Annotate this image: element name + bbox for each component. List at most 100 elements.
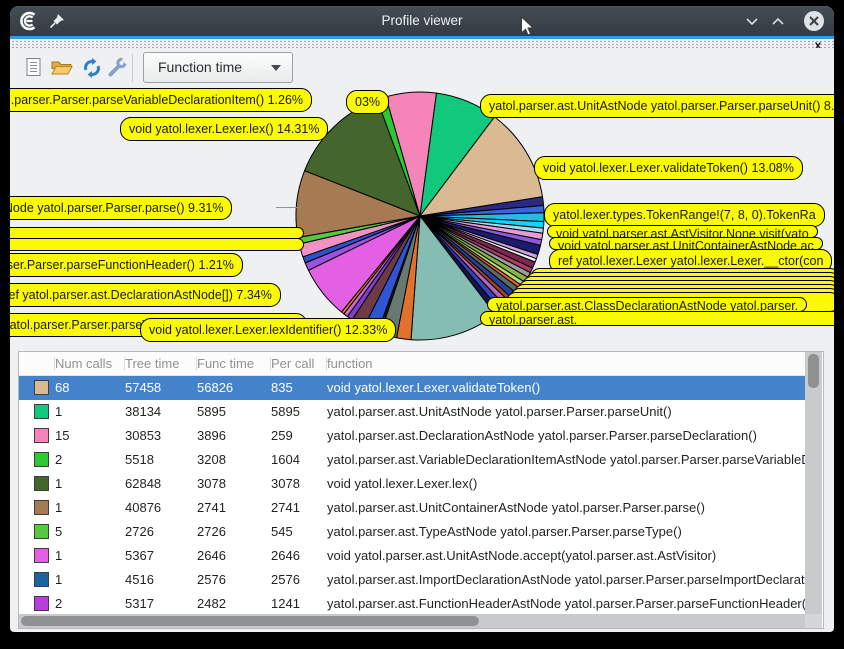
table-cell: 2741 (197, 500, 226, 515)
view-mode-combobox[interactable]: Function time (143, 52, 293, 83)
refresh-icon[interactable] (80, 56, 104, 80)
pie-slice[interactable] (419, 116, 543, 217)
table-cell: yatol.parser.ast.FunctionHeaderAstNode y… (327, 596, 805, 611)
table-cell: void yatol.lexer.Lexer.lex() (327, 476, 478, 491)
table-cell: 259 (271, 428, 293, 443)
pie-callout-label: inerAstNode yatol.parser.Parser.parse() … (10, 196, 233, 220)
pie-callout-label: atol.parser.Parser.parseFunctionHeader()… (10, 253, 243, 277)
callout-leader-line (460, 105, 474, 106)
vertical-scrollbar[interactable] (805, 352, 822, 616)
table-cell: 3208 (197, 452, 226, 467)
app-logo-icon (18, 10, 40, 37)
row-color-swatch (34, 572, 49, 587)
table-row[interactable]: 1 5367 2646 2646 void yatol.parser.ast.UnitA… (19, 544, 805, 568)
chevron-down-icon (271, 65, 281, 71)
column-header-num-calls[interactable]: Num calls (55, 352, 125, 375)
toolbar: Function time (10, 48, 834, 88)
table-cell: yatol.parser.ast.UnitAstNode yatol.parse… (327, 404, 672, 419)
column-header-function[interactable]: function (327, 356, 373, 371)
pie-callout-label: yatol.lexer.types.TokenRange!(7, 8, 0).T… (544, 203, 825, 227)
callout-leader-line (276, 207, 300, 208)
table-cell: 1604 (271, 452, 300, 467)
column-header-swatch[interactable] (19, 352, 55, 375)
pie-callout-label (10, 238, 304, 251)
table-cell: 1 (55, 476, 63, 491)
row-color-swatch (34, 380, 49, 395)
table-cell: 2726 (125, 524, 154, 539)
mouse-cursor (520, 15, 536, 43)
pie-callout-label: yatol.parser.ast.ClassDeclarationAstNode… (487, 297, 808, 312)
minimize-button[interactable] (742, 12, 762, 30)
table-cell: void yatol.parser.ast.UnitAstNode.accept… (327, 548, 717, 563)
table-cell: 1 (55, 404, 63, 419)
table-cell: 2576 (271, 572, 300, 587)
table-cell: 2646 (197, 548, 226, 563)
table-cell: 56826 (197, 380, 234, 395)
pie-callout-label: ns(ref yatol.parser.ast.DeclarationAstNo… (10, 283, 281, 307)
table-cell: yatol.parser.ast.VariableDeclarationItem… (327, 452, 805, 467)
dock-close-icon[interactable]: x (814, 38, 822, 52)
table-cell: 1 (55, 572, 63, 587)
row-color-swatch (34, 596, 49, 611)
table-cell: 57458 (125, 380, 162, 395)
table-row[interactable]: 2 5518 3208 1604 yatol.parser.ast.VariableDe… (19, 448, 805, 472)
table-cell: 2 (55, 596, 63, 611)
table-row[interactable]: 15 30853 3896 259 yatol.parser.ast.Declarati… (19, 424, 805, 448)
pie-callout-label: void yatol.lexer.Lexer.lexIdentifier() 1… (140, 318, 397, 342)
pin-icon[interactable] (48, 12, 66, 35)
table-row[interactable]: 5 2726 2726 545 yatol.parser.ast.TypeAstNode… (19, 520, 805, 544)
scrollbar-corner (805, 614, 822, 628)
titlebar-accent-line (10, 36, 834, 39)
row-color-swatch (34, 404, 49, 419)
table-cell: 5317 (125, 596, 154, 611)
pie-callout-label: yatol.parser.ast.UnitAstNode yatol.parse… (480, 94, 834, 118)
open-folder-icon[interactable] (50, 56, 74, 80)
table-row[interactable]: 1 40876 2741 2741 yatol.parser.ast.UnitConta… (19, 496, 805, 520)
pie-chart-area: 03% de yatol.parser.Parser.parseVariableD… (10, 88, 834, 352)
table-row[interactable]: 1 62848 3078 3078 void yatol.lexer.Lexer.lex… (19, 472, 805, 496)
pie-callout-label: void yatol.lexer.Lexer.lex() 14.31% (120, 117, 329, 141)
settings-wrench-icon[interactable] (106, 56, 131, 80)
table-cell: 62848 (125, 476, 162, 491)
table-cell: yatol.parser.ast.DeclarationAstNode yato… (327, 428, 757, 443)
dock-handle-strip[interactable] (10, 39, 834, 48)
table-cell: 3078 (271, 476, 300, 491)
table-row[interactable]: 1 4516 2576 2576 yatol.parser.ast.ImportDecl… (19, 568, 805, 592)
column-header-per-call[interactable]: Per call (271, 352, 327, 375)
table-cell: 2726 (197, 524, 226, 539)
row-color-swatch (34, 452, 49, 467)
close-button[interactable] (802, 9, 824, 31)
table-cell: 2576 (197, 572, 226, 587)
horizontal-scrollbar[interactable] (19, 614, 805, 628)
table-cell: 1241 (271, 596, 300, 611)
table-cell: 1 (55, 548, 63, 563)
table-cell: 5 (55, 524, 63, 539)
table-row[interactable]: 2 5317 2482 1241 yatol.parser.ast.FunctionHe… (19, 592, 805, 616)
row-color-swatch (34, 500, 49, 515)
report-icon[interactable] (22, 56, 46, 80)
horizontal-scrollbar-thumb[interactable] (21, 616, 479, 626)
column-header-func-time[interactable]: Func time (197, 352, 271, 375)
table-cell: 3078 (197, 476, 226, 491)
table-cell: 2 (55, 452, 63, 467)
table-cell: 1 (55, 500, 63, 515)
profile-viewer-window: Profile viewer x (10, 6, 834, 632)
row-color-swatch (34, 524, 49, 539)
column-header-tree-time[interactable]: Tree time (125, 352, 197, 375)
table-cell: void yatol.lexer.Lexer.validateToken() (327, 380, 541, 395)
table-cell: 2646 (271, 548, 300, 563)
table-cell: 3896 (197, 428, 226, 443)
row-color-swatch (34, 476, 49, 491)
titlebar[interactable]: Profile viewer (10, 6, 834, 36)
table-row[interactable]: 68 57458 56826 835 void yatol.lexer.Lexer.va… (19, 376, 805, 400)
row-color-swatch (34, 548, 49, 563)
combobox-value: Function time (158, 59, 243, 75)
pie-callout-label: 03% (346, 90, 390, 114)
table-header-row: Num calls Tree time Func time Per call funct… (19, 352, 805, 376)
table-cell: 5895 (271, 404, 300, 419)
vertical-scrollbar-thumb[interactable] (808, 354, 819, 388)
table-cell: 38134 (125, 404, 162, 419)
table-row[interactable]: 1 38134 5895 5895 yatol.parser.ast.UnitAstNo… (19, 400, 805, 424)
maximize-button[interactable] (768, 12, 788, 30)
table-cell: yatol.parser.ast.UnitContainerAstNode ya… (327, 500, 705, 515)
